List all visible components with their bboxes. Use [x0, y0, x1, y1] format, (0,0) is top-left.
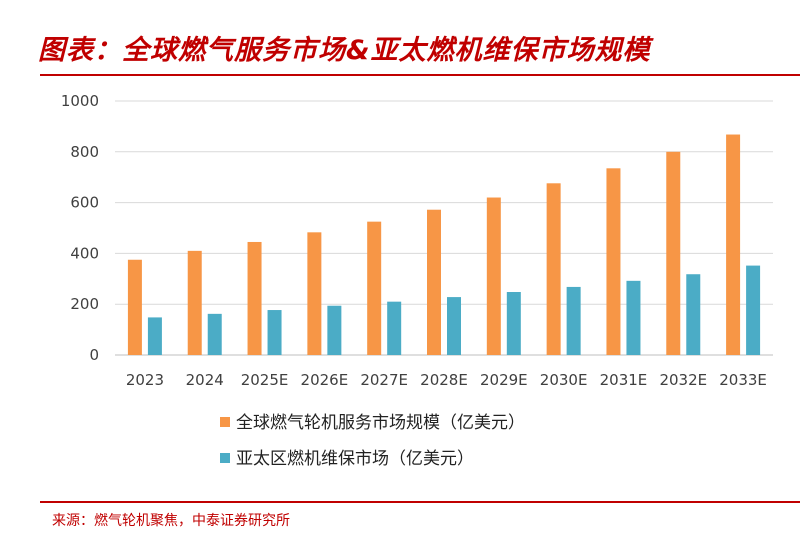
x-axis-ticks: 2023 2024 2025E 2026E 2027E 2028E 2029E 2030E 20…: [126, 371, 767, 389]
bar-global-service: [367, 221, 382, 355]
legend-label: 亚太区燃机维保市场（亿美元）: [236, 449, 474, 469]
y-tick-label: 800: [70, 143, 99, 161]
y-tick-label: 0: [89, 346, 99, 364]
bar-global-service: [307, 232, 322, 355]
x-tick-label: 2028E: [420, 371, 468, 389]
x-tick-label: 2033E: [719, 371, 767, 389]
source-note: 来源：燃气轮机聚焦，中泰证券研究所: [52, 513, 290, 529]
y-tick-label: 1000: [61, 92, 99, 110]
bar-apac-maintenance: [207, 313, 222, 355]
bar-global-service: [606, 168, 621, 355]
bar-apac-maintenance: [327, 305, 342, 355]
x-tick-label: 2031E: [600, 371, 648, 389]
bar-apac-maintenance: [147, 317, 162, 355]
bar-global-service: [486, 197, 501, 355]
x-tick-label: 2023: [126, 371, 164, 389]
bar-apac-maintenance: [686, 274, 701, 355]
bar-global-service: [187, 250, 202, 355]
legend-swatch: [220, 417, 230, 427]
y-tick-label: 600: [70, 194, 99, 212]
x-tick-label: 2024: [186, 371, 224, 389]
legend: 全球燃气轮机服务市场规模（亿美元） 亚太区燃机维保市场（亿美元）: [220, 413, 525, 469]
bar-global-service: [666, 151, 681, 355]
bar-global-service: [546, 183, 561, 355]
bar-apac-maintenance: [267, 310, 282, 355]
y-tick-label: 400: [70, 244, 99, 262]
bars: [127, 134, 761, 355]
bar-global-service: [427, 209, 441, 355]
bar-apac-maintenance: [746, 265, 761, 355]
bar-apac-maintenance: [506, 292, 521, 355]
bar-apac-maintenance: [447, 297, 461, 355]
x-tick-label: 2027E: [360, 371, 408, 389]
y-tick-label: 200: [70, 295, 99, 313]
bar-global-service: [127, 259, 142, 355]
x-tick-label: 2026E: [301, 371, 349, 389]
bar-apac-maintenance: [387, 301, 402, 355]
bar-global-service: [247, 241, 262, 355]
chart-title: 图表：全球燃气服务市场&亚太燃机维保市场规模: [38, 35, 651, 66]
gridlines: [115, 100, 773, 356]
x-tick-label: 2025E: [241, 371, 289, 389]
bar-apac-maintenance: [626, 280, 641, 355]
title-divider: [40, 74, 800, 76]
legend-swatch: [220, 453, 230, 463]
x-tick-label: 2029E: [480, 371, 528, 389]
footer-divider: [40, 501, 800, 503]
bar-chart: 0 200 400 600 800 1000 2023 2024 2025E 2026E 2027…: [61, 92, 773, 469]
y-axis-ticks: 0 200 400 600 800 1000: [61, 92, 99, 364]
x-tick-label: 2032E: [659, 371, 707, 389]
legend-label: 全球燃气轮机服务市场规模（亿美元）: [236, 413, 525, 433]
x-tick-label: 2030E: [540, 371, 588, 389]
bar-apac-maintenance: [566, 286, 581, 355]
bar-global-service: [726, 134, 741, 355]
